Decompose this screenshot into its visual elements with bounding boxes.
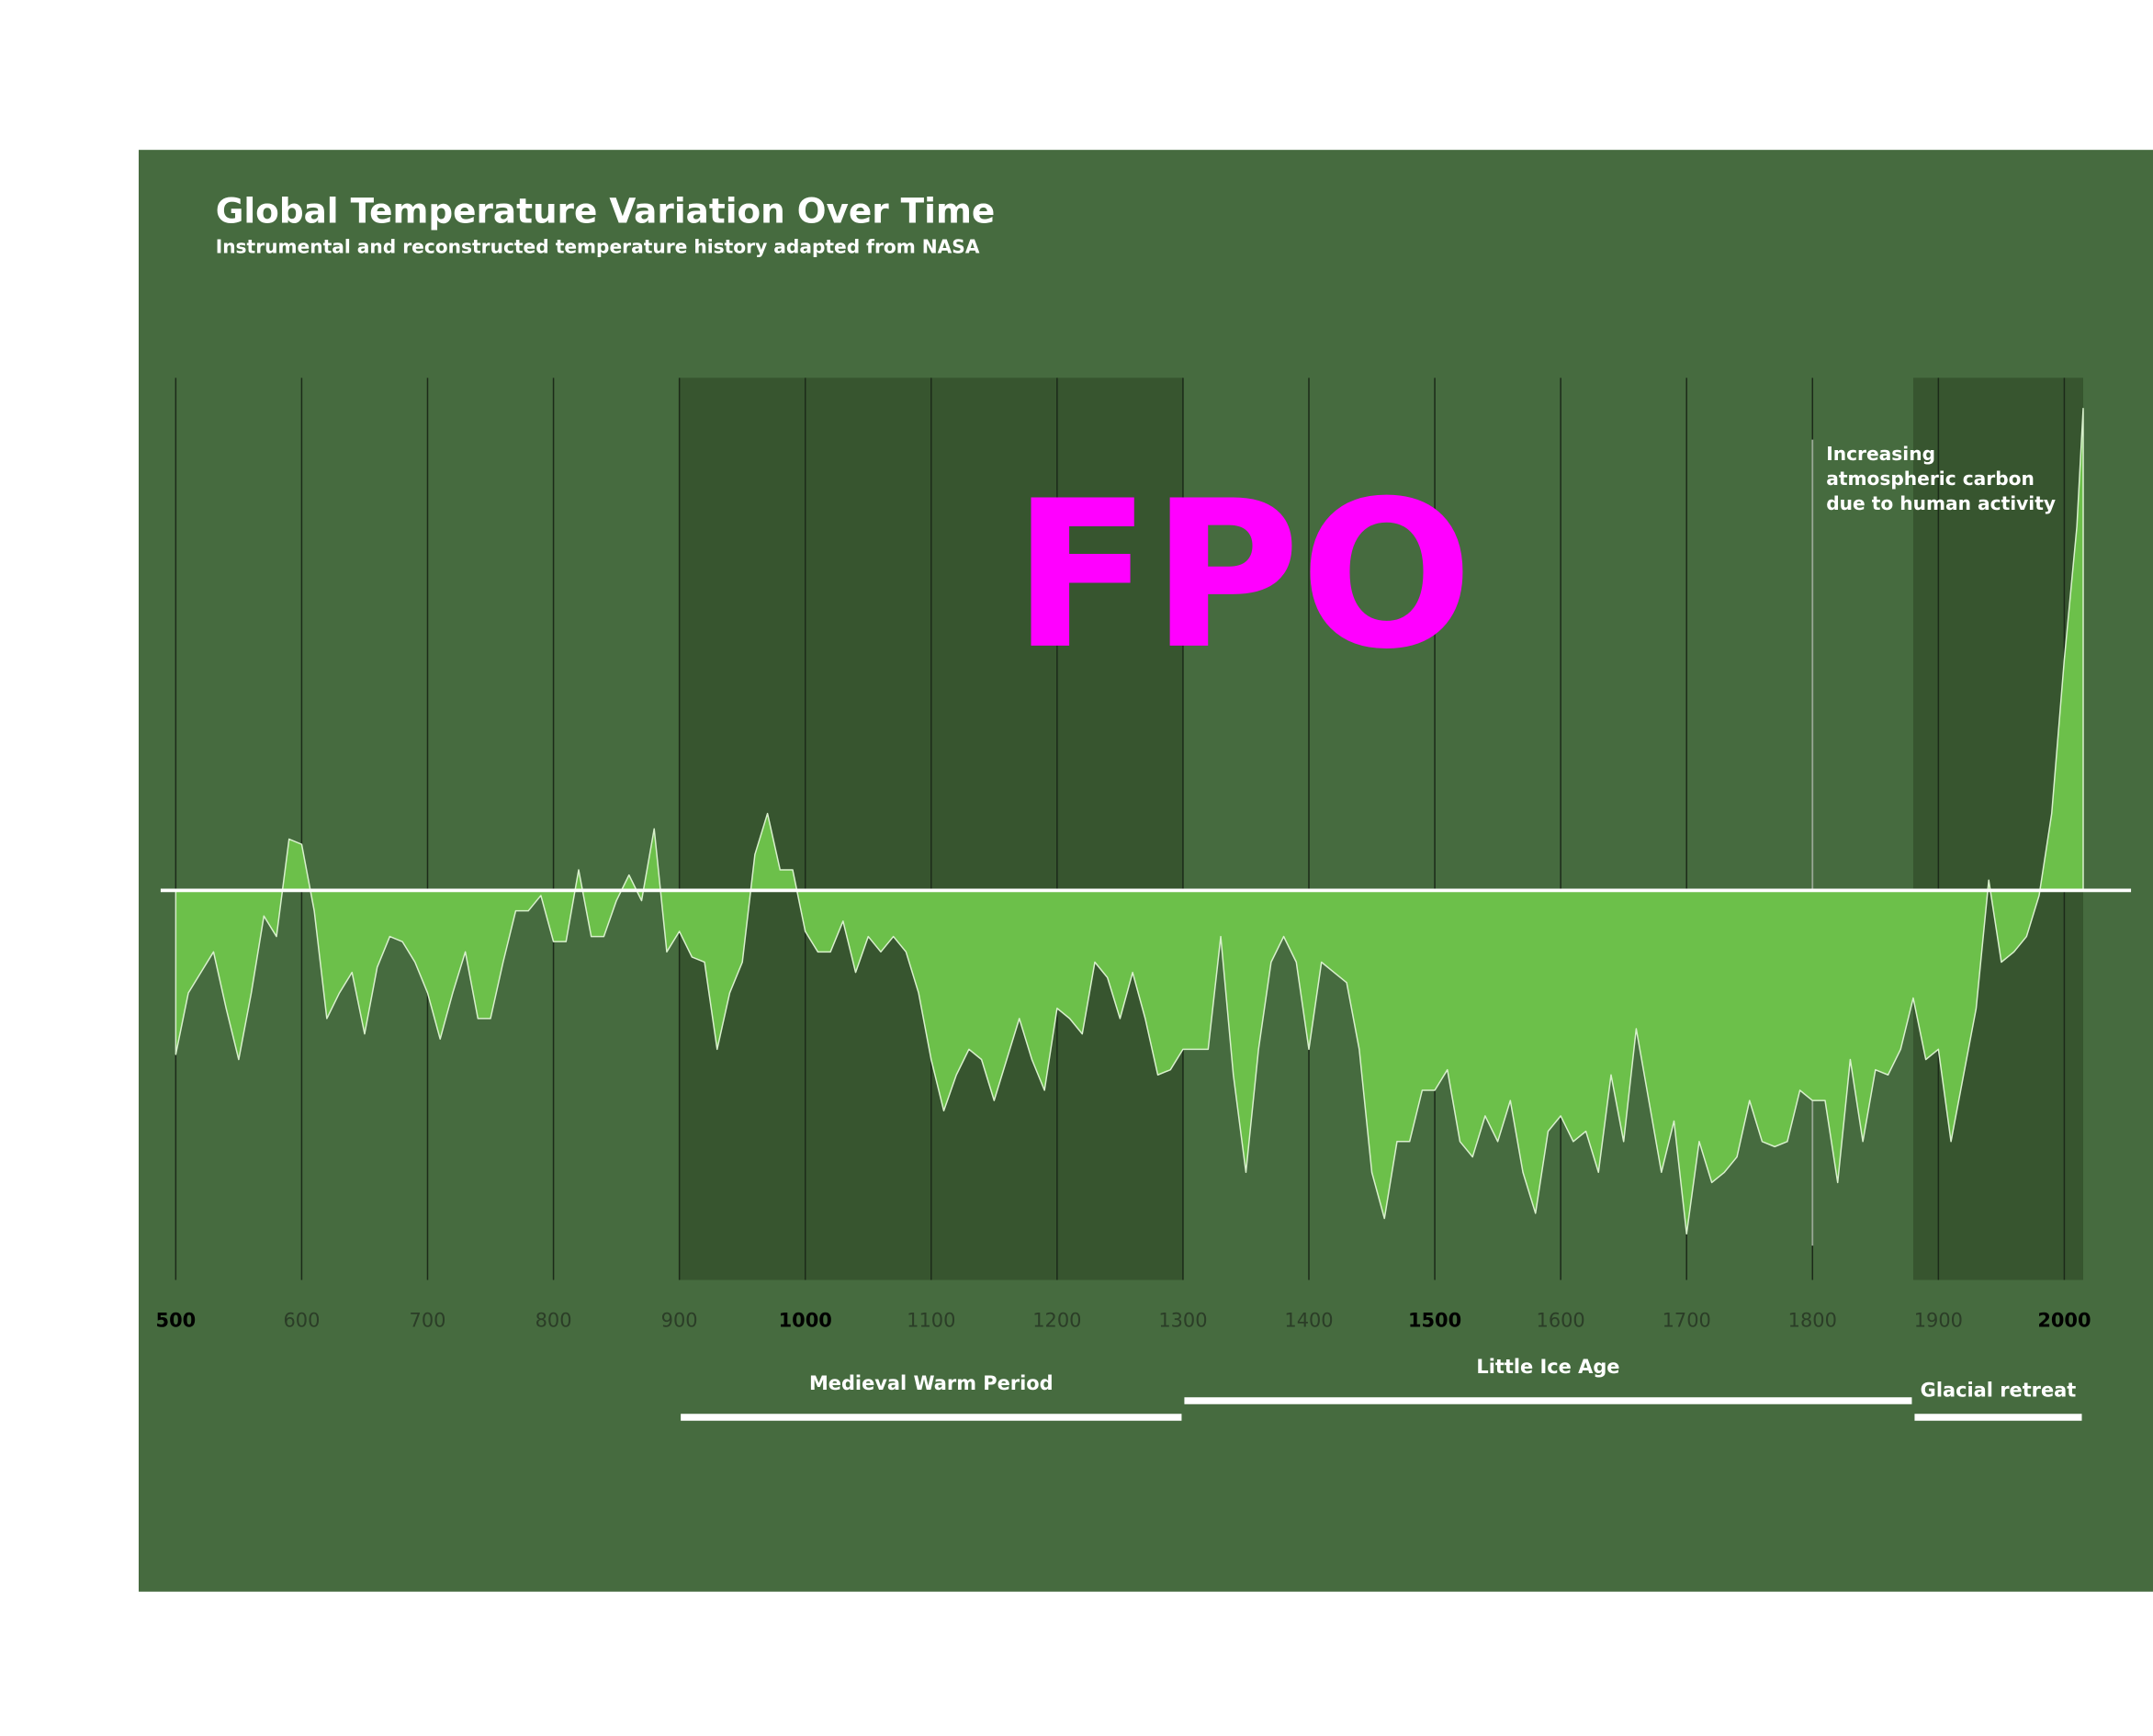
period-label: Glacial retreat <box>1921 1380 2077 1402</box>
x-tick-label: 1800 <box>1788 1309 1837 1331</box>
x-tick-label: 1000 <box>779 1309 832 1331</box>
chart-title: Global Temperature Variation Over Time <box>216 190 996 231</box>
x-tick-label: 900 <box>661 1309 698 1331</box>
x-tick-label: 1600 <box>1537 1309 1585 1331</box>
x-tick-label: 1400 <box>1284 1309 1333 1331</box>
period-label: Little Ice Age <box>1476 1356 1619 1378</box>
x-tick-label: 500 <box>156 1309 197 1331</box>
x-tick-label: 1700 <box>1663 1309 1711 1331</box>
period-label: Medieval Warm Period <box>809 1372 1054 1394</box>
x-tick-label: 2000 <box>2037 1309 2091 1331</box>
x-tick-label: 1100 <box>907 1309 955 1331</box>
placeholder: FPO <box>1012 458 1472 694</box>
x-tick-label: 1200 <box>1032 1309 1081 1331</box>
x-tick-label: 600 <box>283 1309 320 1331</box>
annotation-text: due to human activity <box>1826 492 2056 514</box>
chart-subtitle: Instrumental and reconstructed temperatu… <box>216 235 980 257</box>
x-tick-label: 1900 <box>1914 1309 1963 1331</box>
annotation-text: atmospheric carbon <box>1826 468 2035 490</box>
x-tick-label: 1500 <box>1408 1309 1461 1331</box>
x-tick-label: 700 <box>410 1309 446 1331</box>
annotation-text: Increasing <box>1826 443 1935 465</box>
x-tick-label: 1300 <box>1158 1309 1207 1331</box>
x-tick-label: 800 <box>535 1309 572 1331</box>
area <box>175 408 2084 1234</box>
